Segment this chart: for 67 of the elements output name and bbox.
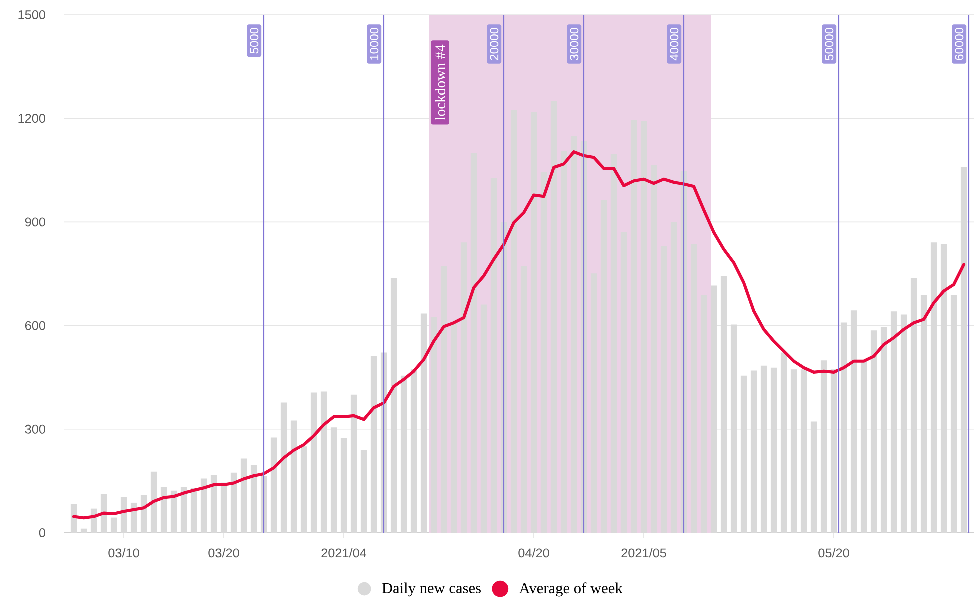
bar xyxy=(440,266,448,533)
bar xyxy=(150,472,158,533)
bar xyxy=(560,151,568,533)
bar xyxy=(160,487,168,533)
bar xyxy=(600,200,608,533)
bar xyxy=(670,222,678,533)
bar xyxy=(700,295,708,533)
bar xyxy=(490,178,498,533)
x-tick-label: 03/20 xyxy=(208,548,240,558)
ref-line-label: 50000 xyxy=(825,28,834,60)
bar xyxy=(660,246,668,533)
bar xyxy=(210,474,218,533)
bar xyxy=(520,266,528,533)
bar xyxy=(650,165,658,533)
bar xyxy=(430,318,438,533)
bar xyxy=(180,487,188,533)
bar xyxy=(640,121,648,533)
y-tick-label: 0 xyxy=(39,528,46,538)
legend-label: Average of week xyxy=(519,582,623,597)
bar xyxy=(690,244,698,533)
ref-line-label: 30000 xyxy=(570,28,579,60)
bar xyxy=(190,488,198,533)
x-tick-label: 03/10 xyxy=(108,548,140,558)
bar xyxy=(460,242,468,533)
bar xyxy=(480,304,488,533)
bar xyxy=(250,464,258,533)
bar xyxy=(270,438,278,533)
bar xyxy=(630,120,638,533)
bar xyxy=(540,172,548,533)
bar xyxy=(220,482,228,533)
bar xyxy=(240,458,248,533)
bar xyxy=(340,438,348,533)
bar xyxy=(530,112,538,533)
x-tick-label: 2021/05 xyxy=(622,548,666,558)
bar xyxy=(470,153,478,533)
bar xyxy=(610,154,618,533)
ref-line-label: 60000 xyxy=(955,28,964,60)
bar xyxy=(70,504,78,533)
x-tick-label: 05/20 xyxy=(818,548,850,558)
line-series xyxy=(72,150,966,520)
bar xyxy=(200,478,208,533)
bar xyxy=(110,518,118,533)
bar xyxy=(620,232,628,533)
ref-line-label: 20000 xyxy=(490,28,499,60)
legend-label: Daily new cases xyxy=(382,582,481,597)
y-tick-label: 300 xyxy=(25,424,46,434)
bar xyxy=(100,494,108,533)
x-tick-label: 04/20 xyxy=(518,548,550,558)
bar xyxy=(590,274,598,533)
bar xyxy=(450,322,458,533)
y-tick-label: 1500 xyxy=(18,10,46,20)
ref-line-label: 40000 xyxy=(670,28,679,61)
y-tick-label: 1200 xyxy=(18,114,46,124)
band-label: lockdown #4 xyxy=(435,44,446,120)
bar xyxy=(510,110,518,533)
bar xyxy=(170,490,178,533)
bar xyxy=(550,101,558,533)
x-tick-label: 2021/04 xyxy=(322,548,367,558)
bar xyxy=(360,450,368,533)
bar xyxy=(230,472,238,533)
y-tick-label: 900 xyxy=(25,218,46,227)
bar xyxy=(80,528,88,533)
bar xyxy=(300,446,308,533)
ref-line-label: 5000 xyxy=(250,28,259,54)
y-tick-label: 600 xyxy=(25,321,46,330)
ref-line-label: 10000 xyxy=(370,28,379,60)
bar xyxy=(570,136,578,533)
